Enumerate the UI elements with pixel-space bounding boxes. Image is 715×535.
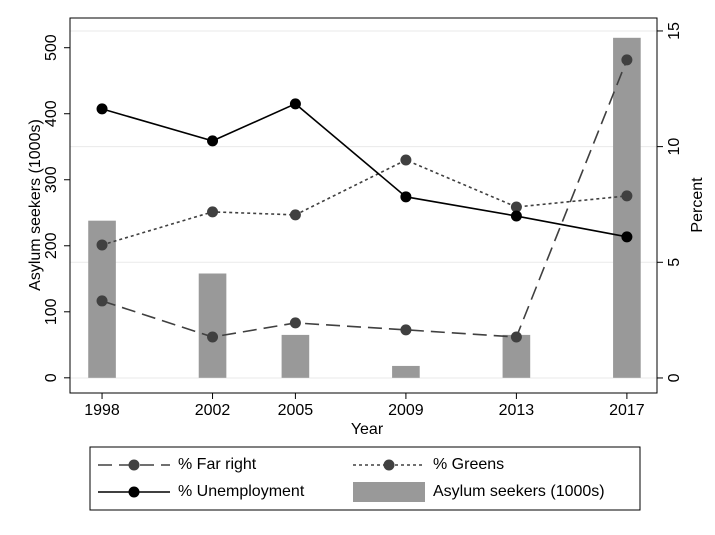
legend-marker — [128, 486, 140, 498]
marker — [510, 210, 522, 222]
y2-tick-label: 15 — [666, 22, 683, 40]
legend-label: % Unemployment — [178, 483, 305, 500]
line-series — [101, 102, 628, 238]
bar — [198, 273, 227, 378]
y2-axis-title: Percent — [689, 177, 706, 233]
plot-frame — [69, 17, 658, 394]
marker — [510, 201, 522, 213]
x-tick-label: 2013 — [499, 402, 535, 419]
y2-tick-label: 5 — [666, 258, 683, 267]
x-tick-label: 2009 — [388, 402, 424, 419]
marker — [96, 295, 108, 307]
y-axis-title: Asylum seekers (1000s) — [27, 119, 44, 291]
x-tick-label: 2002 — [195, 402, 231, 419]
y-tick-label: 200 — [43, 232, 60, 259]
marker — [510, 331, 522, 343]
legend-label: Asylum seekers (1000s) — [433, 483, 605, 500]
x-axis-title: Year — [351, 421, 384, 438]
legend-swatch — [353, 482, 425, 502]
bar — [392, 365, 420, 378]
bar — [281, 334, 310, 378]
marker — [289, 98, 301, 110]
y-tick-label: 100 — [43, 298, 60, 325]
y-tick-label: 500 — [43, 34, 60, 61]
y-tick-label: 400 — [43, 100, 60, 127]
x-tick-label: 1998 — [84, 402, 120, 419]
x-tick-label: 2005 — [278, 402, 314, 419]
legend-label: % Far right — [178, 456, 257, 473]
marker — [621, 54, 633, 66]
marker — [289, 209, 301, 221]
bar — [613, 37, 641, 378]
y-tick-label: 300 — [43, 166, 60, 193]
x-tick-label: 2017 — [609, 402, 645, 419]
line-series — [101, 59, 628, 338]
marker — [96, 103, 108, 115]
marker — [207, 135, 219, 147]
marker — [400, 191, 412, 203]
marker — [207, 206, 219, 218]
legend-label: % Greens — [433, 456, 504, 473]
marker — [96, 239, 108, 251]
marker — [400, 154, 412, 166]
y-tick-label: 0 — [43, 373, 60, 382]
marker — [289, 317, 301, 329]
y2-tick-label: 10 — [666, 138, 683, 156]
marker — [207, 331, 219, 343]
marker — [621, 190, 633, 202]
y2-tick-label: 0 — [666, 373, 683, 382]
legend-marker — [128, 459, 140, 471]
legend-marker — [383, 459, 395, 471]
marker — [621, 231, 633, 243]
line-series — [101, 159, 627, 246]
marker — [400, 324, 412, 336]
